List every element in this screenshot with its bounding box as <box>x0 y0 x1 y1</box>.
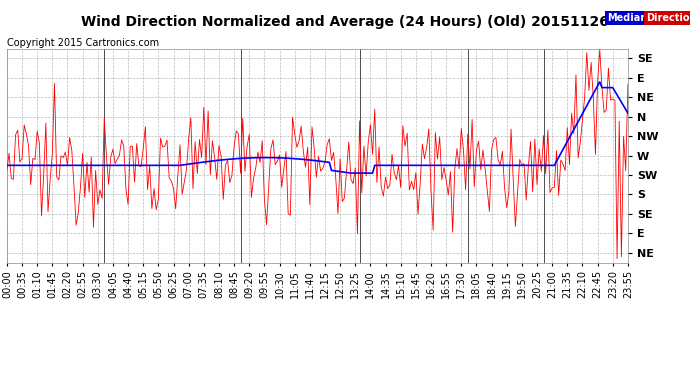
Text: Direction: Direction <box>647 13 690 23</box>
Text: Median: Median <box>607 13 647 23</box>
Text: Copyright 2015 Cartronics.com: Copyright 2015 Cartronics.com <box>7 38 159 48</box>
Text: Wind Direction Normalized and Average (24 Hours) (Old) 20151126: Wind Direction Normalized and Average (2… <box>81 15 609 29</box>
